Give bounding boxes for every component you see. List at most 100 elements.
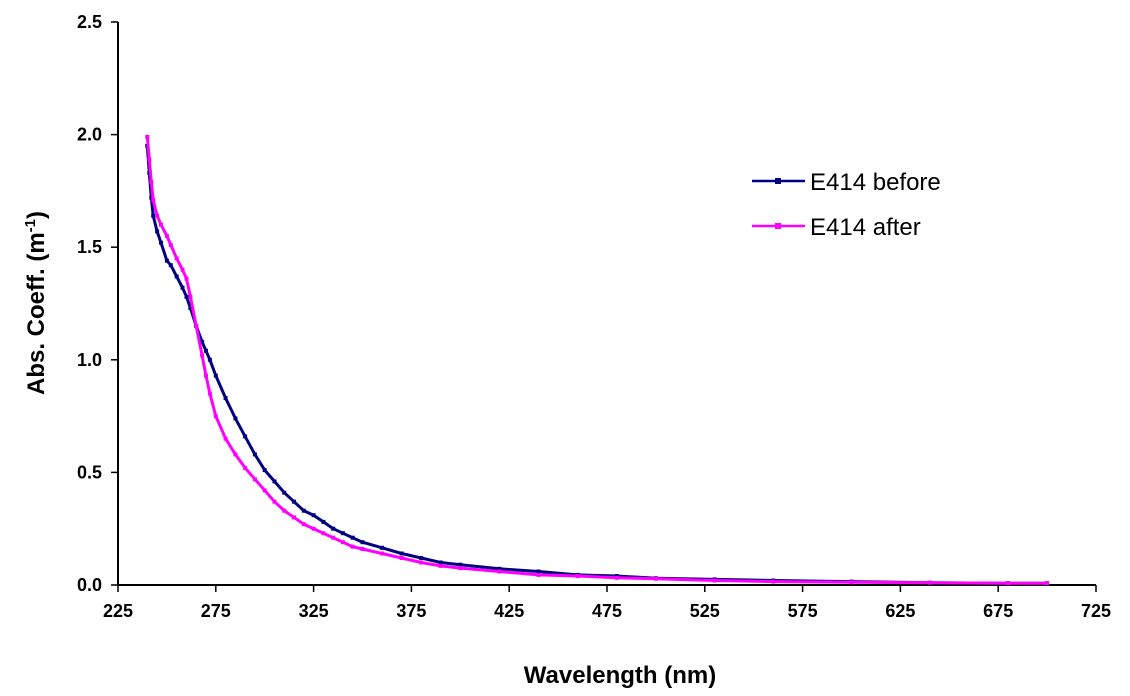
data-point-after (155, 213, 160, 218)
data-point-after (360, 547, 365, 551)
data-point-after (1045, 581, 1050, 586)
data-point-after (1006, 581, 1010, 586)
legend-label-after: E414 after (810, 214, 921, 241)
data-point-after (200, 353, 205, 358)
y-tick-labels: 0.0 0.5 1.0 1.5 2.0 2.5 (77, 12, 102, 595)
data-point-after (262, 488, 267, 493)
x-tick-label: 425 (494, 601, 524, 621)
y-axis-title: Abs. Coeff. (m-1) (22, 211, 50, 395)
series-line-after (145, 136, 1048, 585)
data-point-after (321, 531, 326, 536)
data-point-before (399, 551, 404, 556)
data-point-after (350, 544, 355, 549)
data-point-after (168, 242, 173, 247)
data-point-before (536, 569, 541, 574)
x-tick-label: 375 (396, 601, 426, 621)
data-point-before (272, 479, 277, 484)
data-point-before (200, 339, 205, 344)
data-point-after (213, 414, 218, 419)
data-point-after (399, 556, 404, 560)
data-point-before (262, 468, 267, 473)
data-point-before (331, 526, 336, 531)
data-point-after (575, 574, 580, 578)
data-point-after (180, 267, 185, 272)
data-point-after (147, 157, 152, 162)
data-point-before (159, 240, 163, 245)
y-tick-label: 1.0 (77, 350, 102, 370)
x-tick-label: 625 (885, 601, 915, 621)
data-point-after (458, 566, 463, 571)
data-point-after (849, 580, 854, 585)
data-point-before (207, 357, 212, 362)
data-point-after (151, 197, 156, 202)
data-point-after (927, 580, 932, 585)
data-point-before (180, 285, 185, 290)
legend-label-before: E414 before (810, 169, 941, 196)
data-point-after (497, 569, 502, 574)
data-point-after (292, 515, 296, 520)
x-tick-label: 275 (201, 601, 231, 621)
x-tick-label: 475 (592, 601, 622, 621)
x-tick-label: 675 (983, 601, 1013, 621)
data-point-after (159, 222, 163, 227)
data-point-before (282, 490, 287, 495)
data-point-before (184, 294, 189, 299)
y-axis-title-superscript: -1 (22, 219, 39, 232)
data-point-after (340, 540, 345, 545)
data-point-after (272, 499, 277, 504)
series-line-before (145, 145, 1048, 585)
data-point-after (243, 465, 248, 470)
data-point-after (712, 578, 717, 583)
data-point-after (149, 179, 154, 184)
data-point-before (223, 396, 228, 401)
data-point-after (331, 535, 336, 540)
data-point-after (174, 256, 179, 261)
series-layer (145, 134, 1050, 586)
data-point-before (340, 531, 345, 536)
x-tick-label: 225 (103, 601, 133, 621)
data-point-before (360, 540, 365, 545)
data-point-before (149, 195, 154, 200)
data-point-before (458, 562, 463, 567)
data-point-before (292, 499, 296, 504)
data-point-after (194, 324, 199, 328)
data-point-before (155, 229, 160, 234)
data-point-after (184, 276, 189, 281)
axes (111, 21, 1097, 592)
data-point-after (653, 576, 658, 581)
x-tick-labels: 225 275 325 375 425 475 525 575 625 675 725 (103, 601, 1111, 621)
data-point-after (252, 477, 257, 482)
data-point-after (771, 579, 776, 584)
data-point-after (614, 575, 619, 580)
data-point-after (188, 294, 193, 299)
data-point-before (311, 513, 316, 518)
data-point-before (438, 560, 443, 565)
data-point-before (419, 556, 424, 560)
y-tick-label: 2.5 (77, 12, 102, 32)
data-point-after (301, 522, 306, 527)
data-point-before (164, 258, 169, 263)
y-tick-label: 1.5 (77, 237, 102, 257)
data-point-before (252, 452, 257, 457)
data-point-before (174, 274, 179, 279)
data-point-before (213, 373, 218, 378)
legend: E414 before E414 after (752, 169, 941, 241)
data-point-before (380, 545, 385, 550)
data-point-after (204, 373, 208, 378)
data-point-after (380, 551, 385, 556)
legend-marker-after (775, 223, 781, 229)
x-tick-label: 325 (299, 601, 329, 621)
data-point-before (188, 306, 193, 310)
x-axis-title: Wavelength (nm) (524, 662, 716, 689)
data-point-before (243, 434, 248, 439)
data-point-after (164, 233, 169, 238)
data-point-after (223, 436, 228, 441)
data-point-after (207, 391, 212, 396)
x-tick-label: 575 (788, 601, 818, 621)
data-point-before (204, 348, 208, 353)
data-point-after (311, 526, 316, 531)
data-point-before (301, 508, 306, 513)
y-tick-label: 0.0 (77, 575, 102, 595)
data-point-after (233, 452, 238, 457)
